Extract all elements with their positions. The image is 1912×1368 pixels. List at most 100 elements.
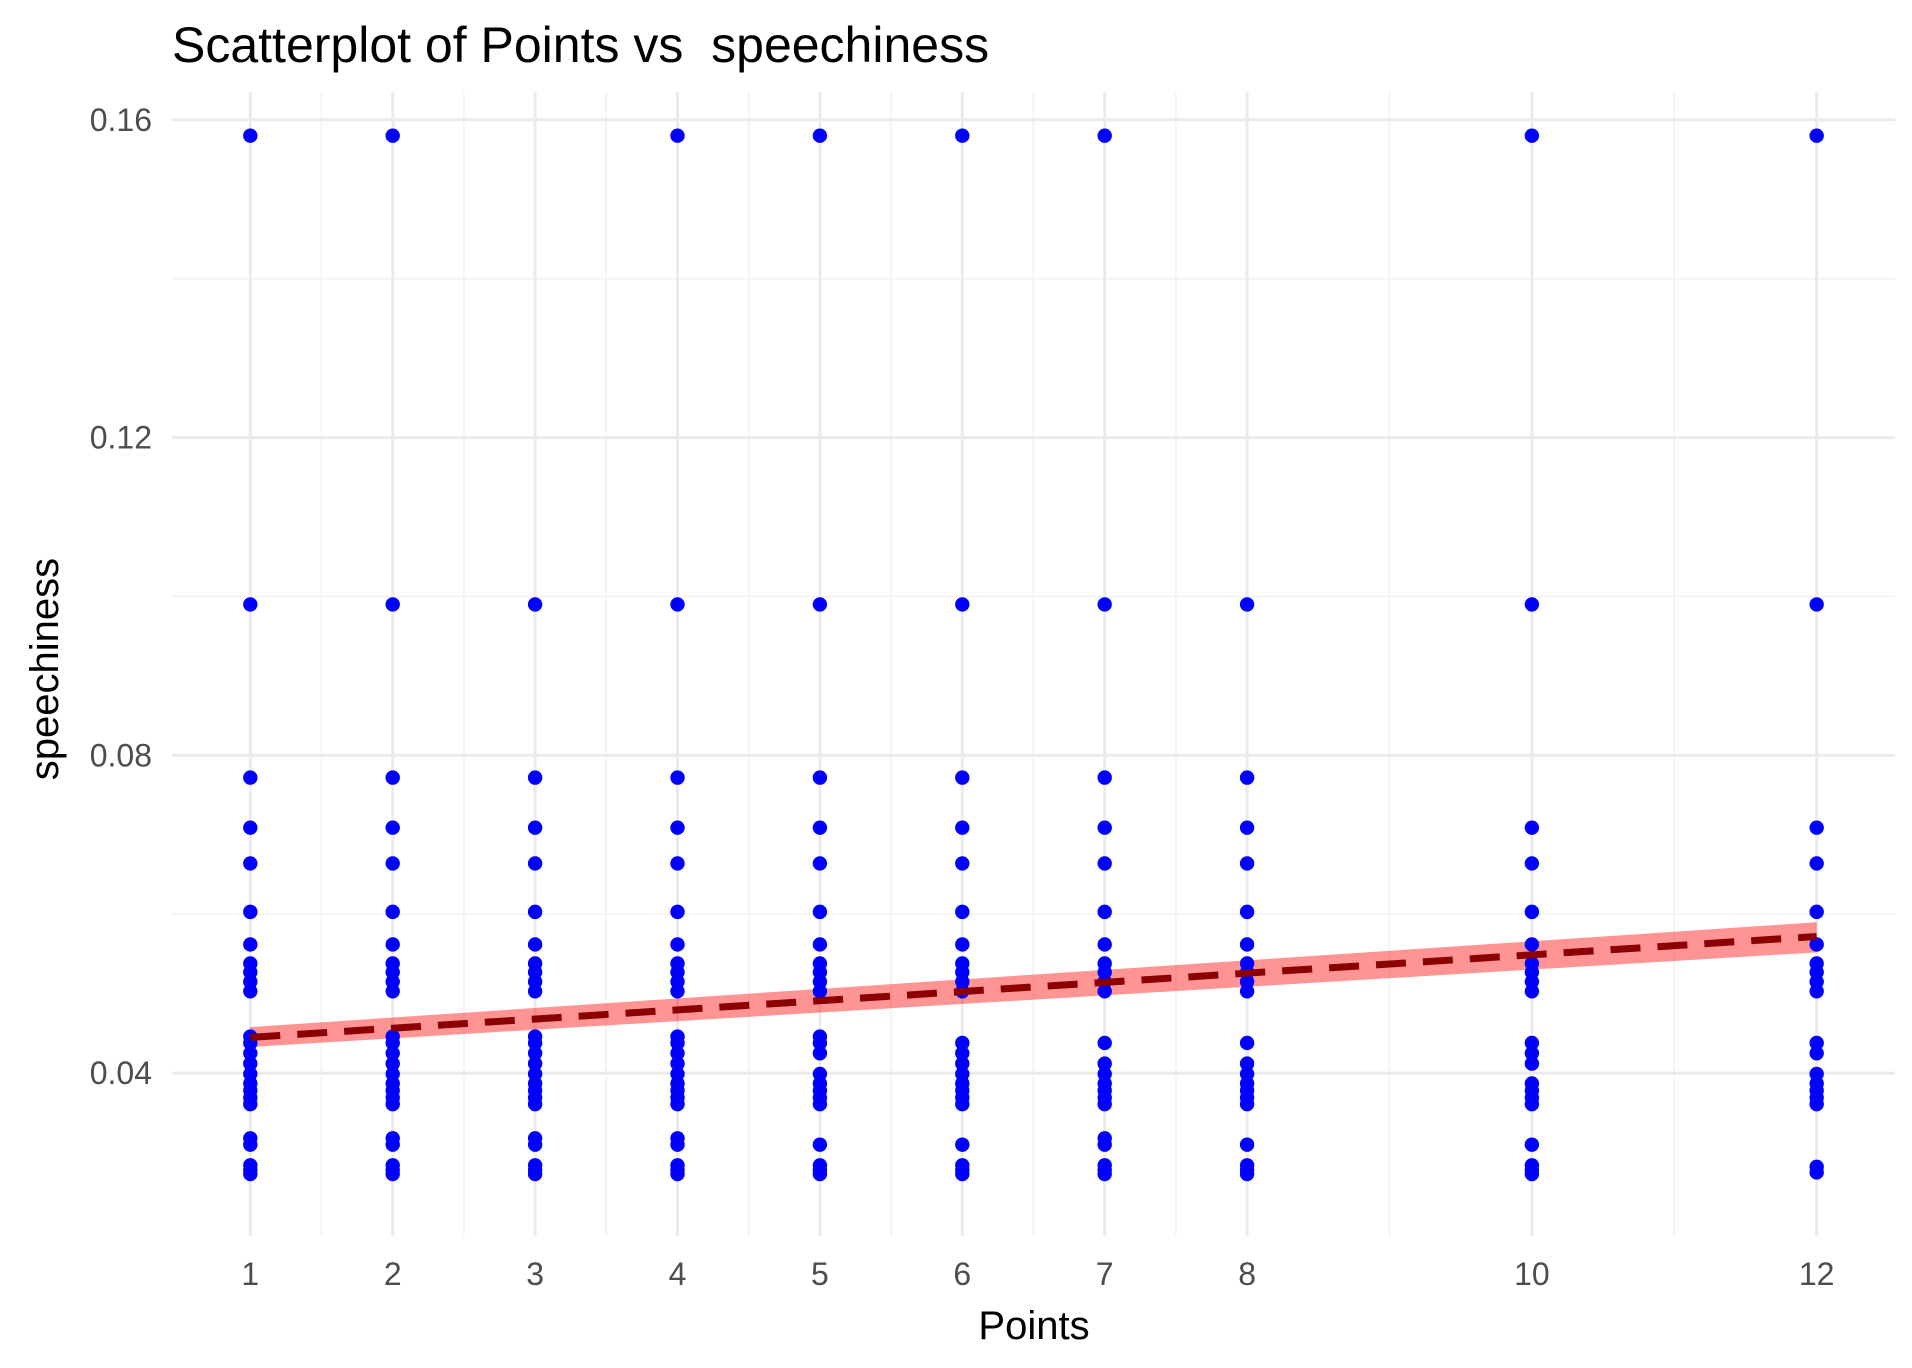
- x-tick-label: 10: [1514, 1256, 1550, 1292]
- data-point: [670, 1166, 685, 1182]
- data-point: [1097, 1166, 1112, 1182]
- data-point: [955, 1056, 970, 1071]
- data-point: [670, 904, 685, 920]
- data-point: [1097, 128, 1112, 143]
- data-point: [385, 904, 400, 920]
- data-point: [243, 1046, 258, 1061]
- data-point: [670, 1035, 685, 1051]
- data-point: [1809, 1165, 1824, 1180]
- data-point: [812, 904, 828, 920]
- data-point: [812, 597, 828, 612]
- points-layer: [243, 128, 1824, 1182]
- data-point: [1524, 856, 1540, 871]
- confidence-band-layer: [250, 922, 1817, 1047]
- data-point: [243, 1056, 258, 1071]
- data-point: [527, 1046, 543, 1061]
- data-point: [385, 1137, 400, 1152]
- x-tick-label: 7: [1096, 1256, 1114, 1292]
- data-point: [385, 1046, 400, 1061]
- data-point: [955, 1035, 970, 1051]
- data-point: [1239, 1056, 1255, 1071]
- data-point: [385, 937, 400, 952]
- data-point: [1809, 1046, 1824, 1061]
- data-point: [1809, 128, 1824, 143]
- data-point: [812, 856, 828, 871]
- data-point: [1097, 1137, 1112, 1152]
- data-point: [385, 770, 400, 785]
- data-point: [1809, 984, 1824, 999]
- data-point: [385, 984, 400, 999]
- data-point: [812, 1096, 828, 1112]
- data-point: [1239, 770, 1255, 785]
- data-point: [1239, 597, 1255, 612]
- data-point: [955, 937, 970, 952]
- data-point: [1809, 856, 1824, 871]
- x-tick-label: 8: [1238, 1256, 1256, 1292]
- data-point: [1524, 904, 1540, 920]
- data-point: [385, 1096, 400, 1112]
- x-tick-label: 12: [1799, 1256, 1835, 1292]
- data-point: [955, 1137, 970, 1152]
- data-point: [1239, 1166, 1255, 1182]
- data-point: [1809, 904, 1824, 920]
- y-tick-label: 0.04: [90, 1055, 152, 1091]
- data-point: [1524, 1035, 1540, 1051]
- trend-line: [250, 933, 1817, 1041]
- data-point: [243, 820, 258, 835]
- confidence-band: [250, 922, 1817, 1047]
- y-tick-label: 0.12: [90, 420, 152, 456]
- data-point: [527, 984, 543, 999]
- data-point: [385, 820, 400, 835]
- x-tick-label: 6: [953, 1256, 971, 1292]
- data-point: [527, 937, 543, 952]
- data-point: [243, 128, 258, 143]
- data-point: [1524, 937, 1540, 952]
- data-point: [527, 770, 543, 785]
- data-point: [527, 1035, 543, 1051]
- data-point: [243, 856, 258, 871]
- data-point: [1524, 597, 1540, 612]
- data-point: [670, 128, 685, 143]
- data-point: [243, 1166, 258, 1182]
- data-point: [527, 856, 543, 871]
- data-point: [1239, 984, 1255, 999]
- data-point: [812, 1035, 828, 1051]
- y-axis-title: speechiness: [23, 558, 67, 780]
- x-tick-label: 1: [241, 1256, 259, 1292]
- data-point: [243, 937, 258, 952]
- data-point: [812, 984, 828, 999]
- data-point: [1524, 820, 1540, 835]
- data-point: [812, 770, 828, 785]
- data-point: [955, 904, 970, 920]
- data-point: [1809, 937, 1824, 952]
- data-point: [243, 597, 258, 612]
- data-point: [385, 1035, 400, 1051]
- data-point: [955, 597, 970, 612]
- data-point: [955, 820, 970, 835]
- data-point: [1097, 1096, 1112, 1112]
- x-tick-label: 4: [669, 1256, 687, 1292]
- data-point: [1809, 1035, 1824, 1051]
- x-tick-label: 2: [384, 1256, 402, 1292]
- data-point: [812, 128, 828, 143]
- data-point: [1524, 1056, 1540, 1071]
- data-point: [812, 820, 828, 835]
- data-point: [1239, 856, 1255, 871]
- data-point: [1809, 820, 1824, 835]
- data-point: [243, 1096, 258, 1112]
- data-point: [812, 1137, 828, 1152]
- data-point: [1239, 937, 1255, 952]
- data-point: [812, 937, 828, 952]
- x-axis-title: Points: [978, 1304, 1089, 1348]
- x-tick-label: 5: [811, 1256, 829, 1292]
- data-point: [527, 820, 543, 835]
- data-point: [385, 1056, 400, 1071]
- data-point: [385, 856, 400, 871]
- data-point: [812, 1046, 828, 1061]
- data-point: [1097, 1056, 1112, 1071]
- data-point: [670, 1056, 685, 1071]
- data-point: [527, 904, 543, 920]
- data-point: [1809, 597, 1824, 612]
